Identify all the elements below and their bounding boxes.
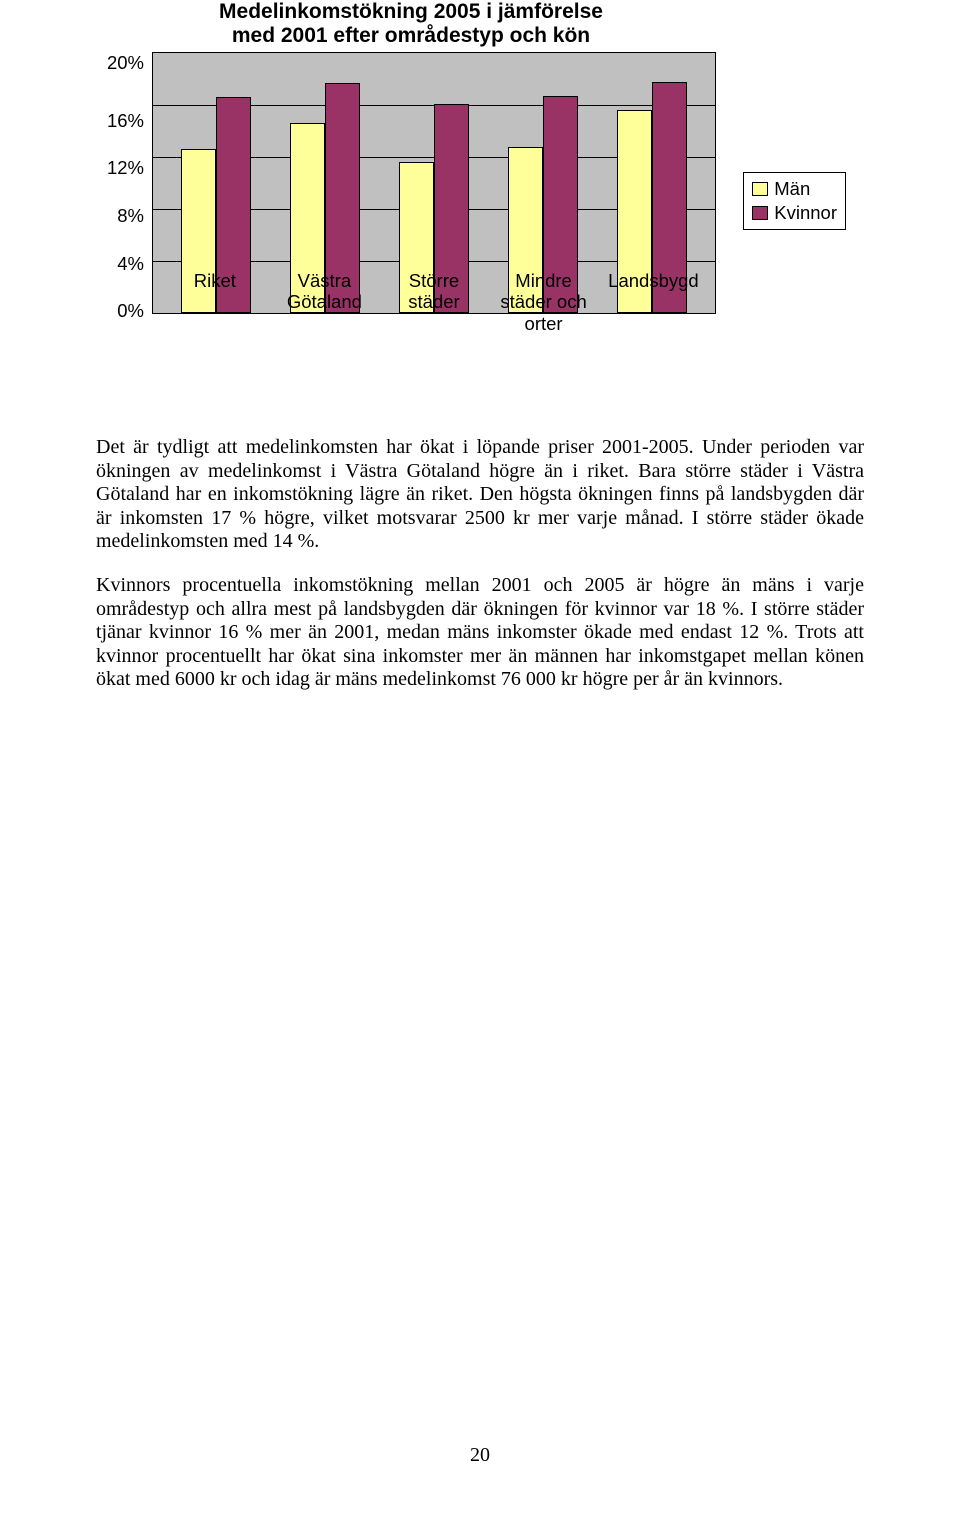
paragraph-2: Kvinnors procentuella inkomstökning mell… [96,574,864,692]
y-tick-label: 12% [107,157,144,179]
x-tick-label: Störrestäder [389,270,479,334]
legend-label: Män [774,178,810,200]
y-tick-label: 16% [107,110,144,132]
y-tick-label: 8% [117,205,144,227]
x-tick-label: Mindrestäder ochorter [499,270,589,334]
legend-row: Män [752,177,837,201]
chart-title: Medelinkomstökning 2005 i jämförelse med… [156,0,666,48]
x-axis-labels: Riket VästraGötaland Störrestäder Mindrestä… [152,264,716,334]
x-tick-label: VästraGötaland [279,270,369,334]
chart-legend: MänKvinnor [743,172,846,230]
chart-title-line-1: Medelinkomstökning 2005 i jämförelse [219,0,603,23]
body-text: Det är tydligt att medelinkomsten har ök… [96,436,864,692]
y-tick-label: 20% [107,52,144,74]
legend-swatch [752,182,768,196]
page-number: 20 [0,1444,960,1467]
y-tick-label: 0% [117,300,144,322]
legend-swatch [752,206,768,220]
legend-label: Kvinnor [774,202,837,224]
income-chart: Medelinkomstökning 2005 i jämförelse med… [96,0,726,410]
paragraph-1: Det är tydligt att medelinkomsten har ök… [96,436,864,554]
legend-row: Kvinnor [752,201,837,225]
y-axis: 20%16%12%8%4%0% [96,52,152,312]
x-tick-label: Riket [170,270,260,334]
x-tick-label: Landsbygd [608,270,698,334]
y-tick-label: 4% [117,253,144,275]
chart-title-line-2: med 2001 efter områdestyp och kön [232,24,590,47]
